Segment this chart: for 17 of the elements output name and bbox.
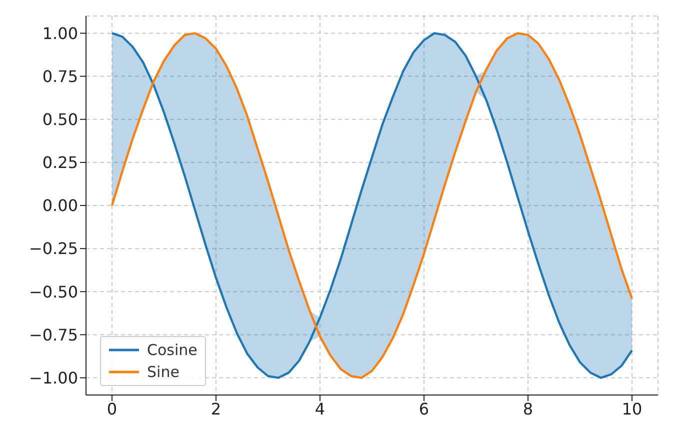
y-tick-label: 0.75 bbox=[42, 66, 78, 86]
legend-label: Cosine bbox=[147, 340, 198, 361]
y-tick-label: 0.25 bbox=[42, 153, 78, 172]
y-tick-label: −0.25 bbox=[28, 239, 78, 258]
y-tick-label: 0.00 bbox=[42, 196, 78, 216]
y-tick-label: 0.50 bbox=[42, 110, 78, 130]
x-tick-label: 0 bbox=[106, 399, 118, 418]
y-tick-label: 1.00 bbox=[42, 24, 78, 43]
x-tick-label: 6 bbox=[418, 399, 430, 418]
y-tick-label: −1.00 bbox=[28, 368, 78, 388]
x-tick-label: 10 bbox=[622, 399, 642, 418]
x-tick-label: 8 bbox=[522, 399, 534, 418]
y-tick-label: −0.50 bbox=[28, 282, 78, 302]
x-tick-label: 4 bbox=[314, 399, 326, 418]
y-tick-label: −0.75 bbox=[28, 325, 78, 344]
x-tick-label: 2 bbox=[210, 399, 222, 418]
legend-label: Sine bbox=[147, 362, 180, 383]
